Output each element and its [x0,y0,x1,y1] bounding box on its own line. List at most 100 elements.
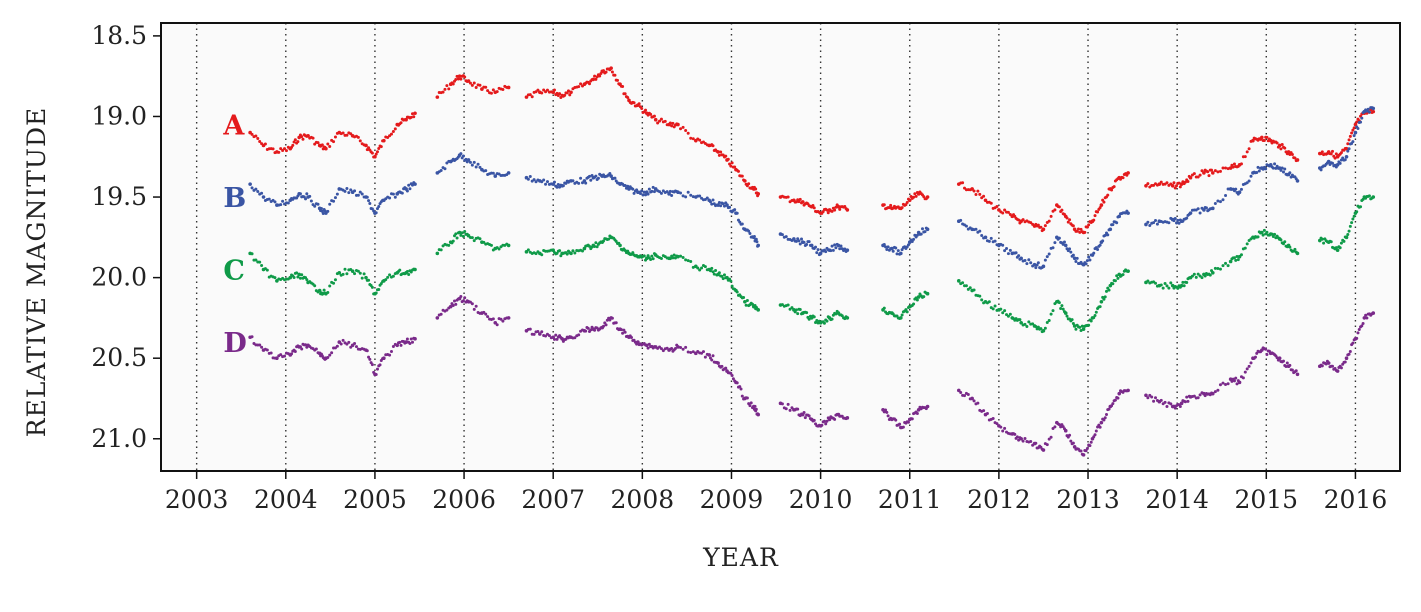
data-point [665,190,669,194]
data-point [1023,258,1027,262]
data-point [279,203,283,207]
data-point [564,181,568,185]
data-point [443,167,447,171]
data-point [740,222,744,226]
data-point [1029,261,1033,265]
data-point [898,422,902,426]
data-point [1115,221,1119,225]
data-point [1121,273,1125,277]
data-point [671,121,675,125]
data-point [1177,181,1181,185]
data-point [491,171,495,175]
data-point [691,195,695,199]
data-point [650,254,654,258]
data-point [991,307,995,311]
data-point [642,190,646,194]
data-point [659,117,663,121]
data-point [410,183,414,187]
data-point [631,187,635,191]
data-point [1060,208,1064,212]
data-point [721,277,725,281]
data-point [408,341,412,345]
data-point [586,326,590,330]
data-point [1331,161,1335,165]
data-point [1081,327,1086,331]
data-point [610,316,614,320]
data-point [1146,220,1150,224]
data-point [447,87,451,91]
data-point [441,90,445,94]
data-point [922,295,926,299]
data-point [1347,229,1351,233]
data-point [566,89,570,93]
data-point [1169,402,1173,406]
data-point [1339,241,1343,245]
data-point [1277,356,1282,360]
data-point [560,337,564,341]
data-point [577,181,581,185]
data-point [836,204,841,209]
data-point [321,211,325,215]
data-point [609,66,613,70]
data-point [493,174,498,178]
data-point [1126,388,1130,393]
data-point [976,189,980,193]
data-point [413,267,417,272]
data-point [1211,270,1215,275]
data-point [711,270,715,274]
data-point [1224,261,1228,265]
data-point [1352,214,1356,218]
data-point [1104,289,1108,293]
data-point [1019,320,1023,325]
data-point [907,198,912,203]
data-point [722,204,726,208]
data-point [370,151,374,155]
data-point [740,394,744,398]
data-point [609,174,613,178]
data-point [623,184,627,188]
data-point [447,243,451,247]
data-point [1068,433,1072,437]
data-point [1161,286,1165,290]
data-point [976,401,980,405]
data-point [885,410,889,414]
data-point [752,234,756,238]
data-point [684,258,688,262]
data-point [1094,429,1098,433]
data-point [250,186,254,190]
data-point [374,152,378,156]
data-point [651,257,655,261]
data-point [1271,166,1275,170]
data-point [1103,295,1107,299]
data-point [914,194,918,198]
data-point [1275,356,1279,360]
data-point [650,189,654,193]
data-point [341,272,345,276]
data-point [845,316,850,320]
data-point [491,317,495,321]
data-point [1322,241,1326,245]
data-point [1347,352,1351,356]
data-point [729,164,733,168]
data-point [316,141,320,145]
data-point [1264,347,1268,351]
data-point [1045,320,1049,324]
data-point [457,74,462,78]
data-point [1183,180,1187,184]
data-point [404,117,408,122]
data-point [963,394,967,398]
data-point [1017,218,1021,222]
data-point [1247,179,1251,183]
data-point [545,88,549,92]
data-point [825,208,829,212]
data-point [794,308,798,312]
series-label-C: C [223,256,245,287]
data-point [1085,259,1089,263]
data-point [1284,365,1288,369]
data-point [644,193,648,197]
data-point [1006,314,1010,318]
data-point [1371,106,1376,111]
data-point [1224,193,1228,197]
data-point [679,345,683,349]
data-point [1218,169,1222,173]
